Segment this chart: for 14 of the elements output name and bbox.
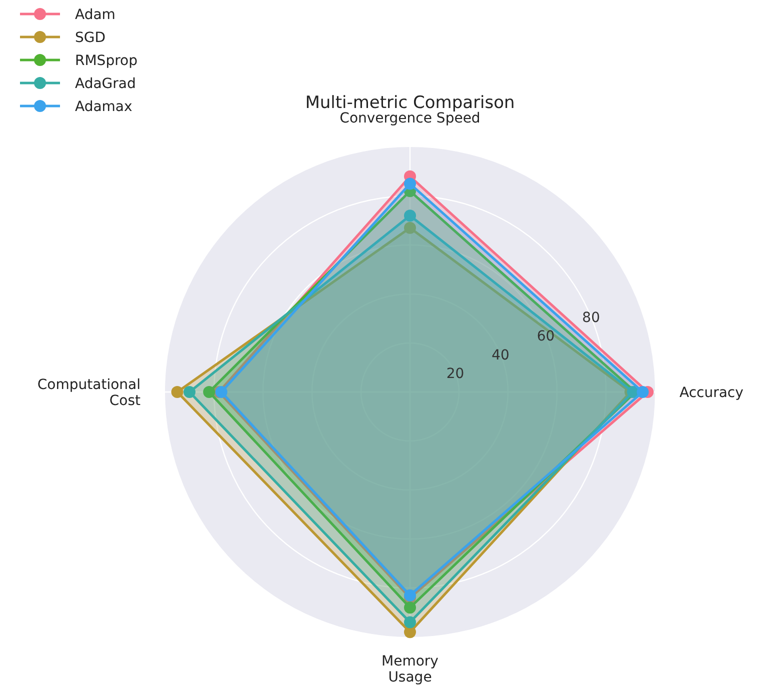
- legend-label: AdaGrad: [75, 76, 136, 92]
- y-tick-label: 80: [582, 310, 600, 326]
- y-tick-label: 40: [492, 347, 510, 364]
- spoke-label: Computational Cost: [37, 377, 142, 409]
- y-tick-label: 20: [446, 366, 464, 382]
- legend-label: Adamax: [75, 99, 132, 115]
- legend-label: RMSprop: [75, 53, 138, 69]
- legend-label: Adam: [75, 7, 116, 23]
- text: Multi-metric Comparison: [305, 93, 515, 113]
- spoke-label: Memory Usage: [382, 654, 438, 686]
- spoke-label: Convergence Speed: [340, 110, 480, 126]
- legend-label: SGD: [75, 30, 106, 46]
- y-tick-label: 60: [536, 328, 555, 345]
- spoke-label: Accuracy: [680, 385, 744, 401]
